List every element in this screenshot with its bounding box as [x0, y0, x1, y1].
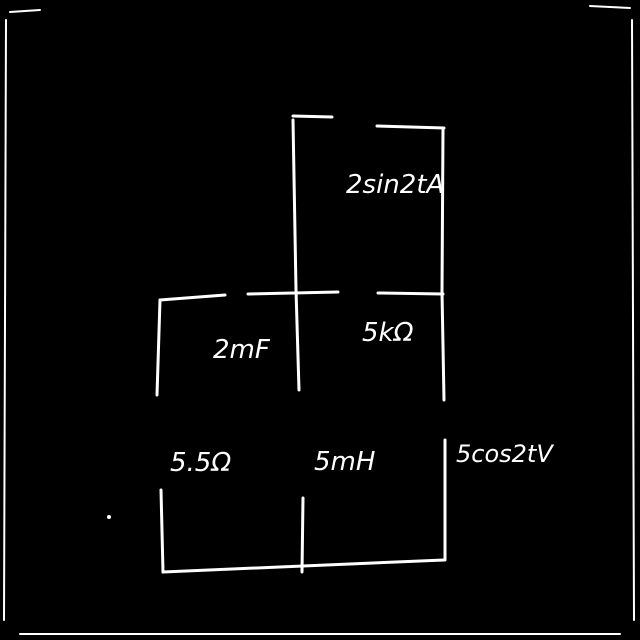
wire-middle-center — [246, 290, 340, 296]
wire-top-right-segment — [375, 124, 446, 130]
resistor-left-label: 5.5Ω — [170, 448, 231, 478]
voltage-source-label: 5cos2tV — [456, 440, 554, 468]
wire-top-left-vertical — [291, 118, 301, 392]
current-source-label: 2sin2tA — [346, 170, 444, 200]
page-border-left — [3, 19, 7, 621]
wire-top-left-segment — [291, 114, 334, 119]
page-border-right — [631, 19, 635, 621]
wire-left-vertical-lower — [159, 488, 165, 574]
resistor-top-label: 5kΩ — [362, 318, 414, 348]
stray-dot — [107, 515, 111, 519]
wire-left-vertical-upper — [155, 298, 162, 397]
wire-top-right-vertical — [440, 128, 446, 402]
wire-bottom-center-vertical — [300, 496, 305, 574]
page-border-top — [9, 5, 631, 13]
wire-middle-right — [376, 291, 445, 296]
inductor-label: 5mH — [314, 447, 375, 477]
wire-middle-left — [158, 293, 227, 302]
capacitor-label: 2mF — [213, 335, 271, 365]
